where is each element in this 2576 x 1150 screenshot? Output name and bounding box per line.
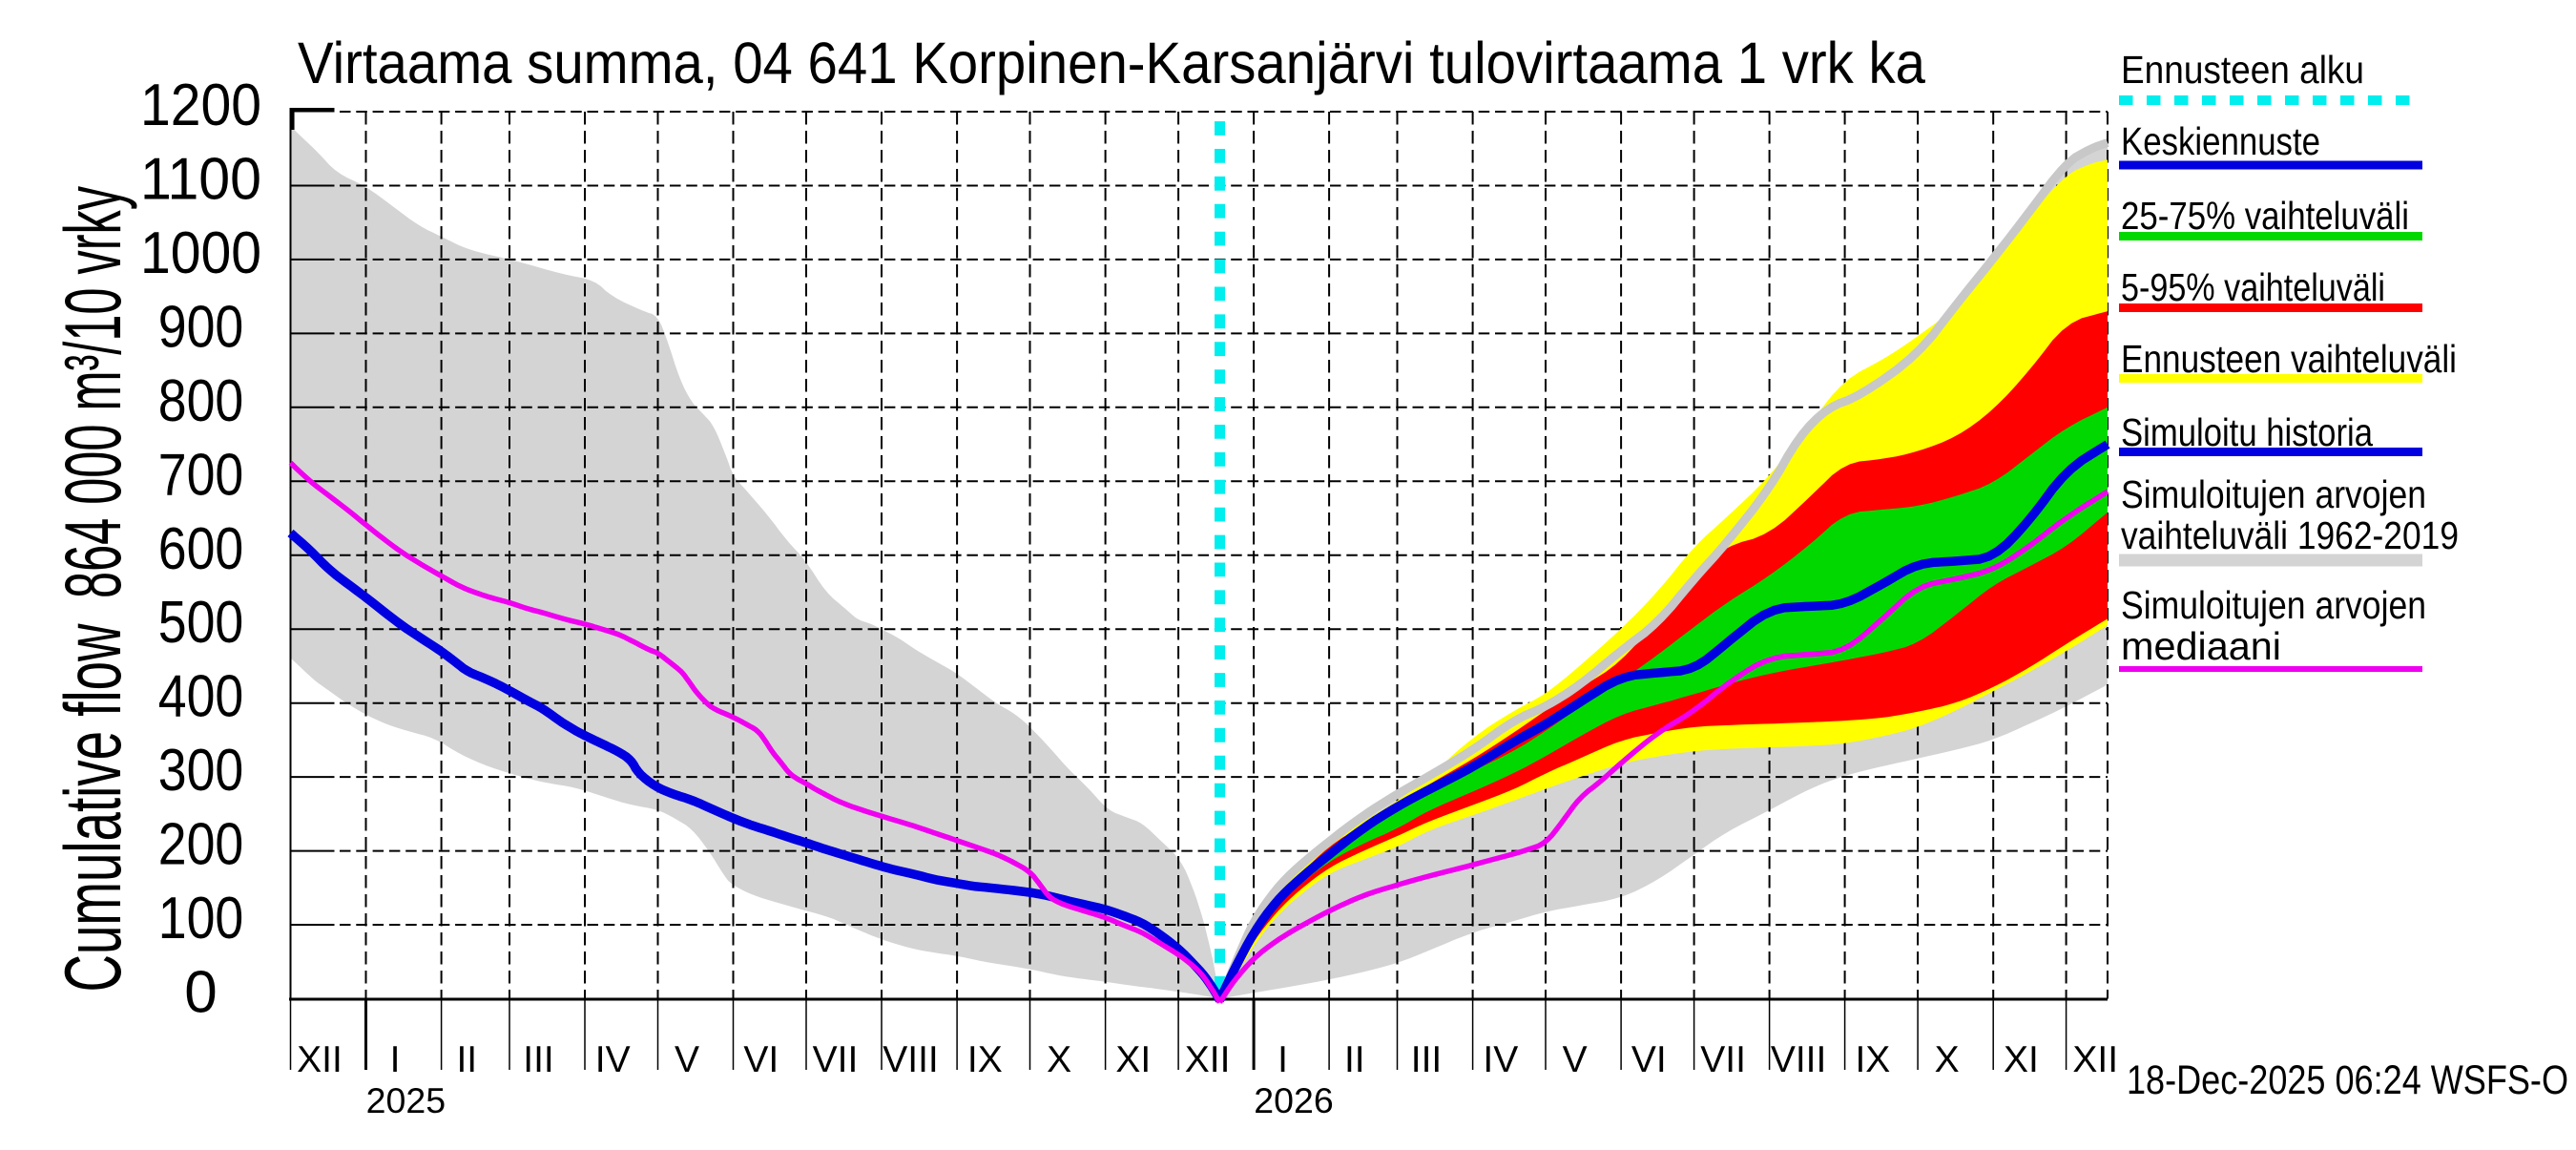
- svg-text:600: 600: [158, 516, 244, 582]
- svg-text:XI: XI: [1115, 1039, 1151, 1080]
- svg-text:2025: 2025: [366, 1080, 446, 1120]
- svg-text:XII: XII: [297, 1039, 343, 1080]
- svg-text:VII: VII: [813, 1039, 859, 1080]
- svg-text:XII: XII: [1185, 1039, 1231, 1080]
- svg-text:II: II: [456, 1039, 477, 1080]
- svg-text:III: III: [523, 1039, 554, 1080]
- svg-text:Ennusteen vaihteluväli: Ennusteen vaihteluväli: [2121, 337, 2457, 381]
- svg-text:V: V: [675, 1039, 699, 1080]
- svg-text:VIII: VIII: [1771, 1039, 1827, 1080]
- svg-text:0: 0: [184, 960, 217, 1026]
- svg-text:mediaani: mediaani: [2121, 624, 2281, 668]
- svg-text:I: I: [1278, 1039, 1288, 1080]
- svg-text:1000: 1000: [140, 220, 261, 286]
- svg-text:vaihteluväli 1962-2019: vaihteluväli 1962-2019: [2121, 513, 2459, 557]
- svg-text:900: 900: [158, 294, 244, 360]
- svg-text:Virtaama summa, 04 641 Korpine: Virtaama summa, 04 641 Korpinen-Karsanjä…: [298, 31, 1925, 95]
- svg-text:864 000 m³/10 vrky: 864 000 m³/10 vrky: [49, 186, 137, 598]
- svg-text:1100: 1100: [140, 147, 261, 213]
- svg-text:XII: XII: [2072, 1039, 2118, 1080]
- svg-text:200: 200: [158, 812, 244, 878]
- svg-text:II: II: [1344, 1039, 1365, 1080]
- svg-text:III: III: [1411, 1039, 1443, 1080]
- svg-text:Cumulative flow: Cumulative flow: [49, 623, 137, 992]
- svg-text:5-95% vaihteluväli: 5-95% vaihteluväli: [2121, 265, 2385, 309]
- svg-text:X: X: [1935, 1039, 1960, 1080]
- svg-text:700: 700: [158, 442, 244, 508]
- svg-text:2026: 2026: [1254, 1080, 1333, 1120]
- svg-text:Ennusteen alku: Ennusteen alku: [2121, 48, 2364, 92]
- svg-text:I: I: [390, 1039, 401, 1080]
- svg-text:400: 400: [158, 664, 244, 730]
- svg-text:Simuloitujen arvojen: Simuloitujen arvojen: [2121, 583, 2426, 627]
- svg-text:Simuloitujen arvojen: Simuloitujen arvojen: [2121, 472, 2426, 516]
- svg-text:V: V: [1563, 1039, 1588, 1080]
- svg-text:VI: VI: [1631, 1039, 1667, 1080]
- svg-text:500: 500: [158, 590, 244, 656]
- svg-text:1200: 1200: [140, 73, 261, 138]
- svg-text:100: 100: [158, 886, 244, 951]
- svg-text:Keskiennuste: Keskiennuste: [2121, 119, 2320, 163]
- svg-text:300: 300: [158, 738, 244, 804]
- svg-text:Simuloitu historia: Simuloitu historia: [2121, 410, 2373, 454]
- svg-text:IV: IV: [1483, 1039, 1518, 1080]
- svg-text:XI: XI: [2004, 1039, 2039, 1080]
- svg-text:IX: IX: [967, 1039, 1003, 1080]
- svg-text:800: 800: [158, 368, 244, 434]
- svg-text:18-Dec-2025 06:24 WSFS-O: 18-Dec-2025 06:24 WSFS-O: [2127, 1057, 2568, 1103]
- svg-text:25-75% vaihteluväli: 25-75% vaihteluväli: [2121, 194, 2409, 238]
- svg-text:IV: IV: [595, 1039, 631, 1080]
- svg-text:X: X: [1047, 1039, 1071, 1080]
- svg-text:IX: IX: [1855, 1039, 1890, 1080]
- svg-text:VI: VI: [743, 1039, 779, 1080]
- svg-text:VIII: VIII: [883, 1039, 939, 1080]
- svg-text:VII: VII: [1700, 1039, 1746, 1080]
